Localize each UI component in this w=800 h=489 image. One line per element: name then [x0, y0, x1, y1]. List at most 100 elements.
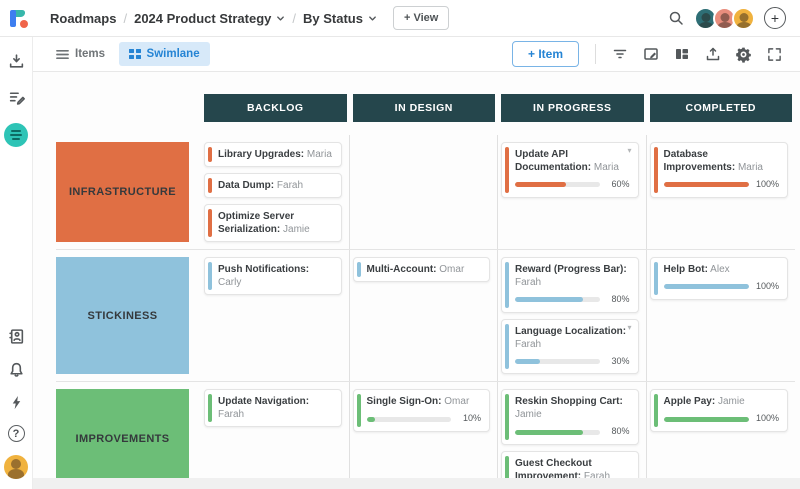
card-owner: Farah	[581, 471, 611, 478]
chevron-down-icon	[277, 15, 285, 21]
item-card[interactable]: Update Navigation: Farah	[204, 389, 342, 428]
search-icon[interactable]	[663, 5, 689, 31]
top-header: Roadmaps / 2024 Product Strategy / By St…	[0, 0, 800, 37]
progress-row: 10%	[366, 413, 481, 425]
breadcrumb-roadmaps[interactable]: Roadmaps	[50, 10, 117, 26]
card-owner: Carly	[218, 277, 242, 288]
swimlane-label: INFRASTRUCTURE	[56, 142, 189, 242]
item-card[interactable]: Optimize Server Serialization: Jamie	[204, 204, 342, 242]
progress-percent: 100%	[755, 281, 779, 291]
swimlane-view-icon[interactable]	[4, 123, 28, 147]
item-card[interactable]: Reskin Shopping Cart: Jamie 80%	[501, 389, 639, 446]
progress-row: 80%	[515, 294, 630, 306]
progress-percent: 30%	[611, 355, 630, 366]
breadcrumb-separator: /	[292, 10, 296, 26]
swimlane-board: BACKLOG IN DESIGN IN PROGRESS COMPLETED INFR…	[56, 94, 795, 478]
board-cell: Update Navigation: Farah	[201, 382, 350, 478]
swimlane-board-area: BACKLOG IN DESIGN IN PROGRESS COMPLETED INFR…	[33, 72, 800, 478]
card-title: Reskin Shopping Cart: Jamie	[515, 396, 623, 421]
column-header: IN DESIGN	[352, 94, 495, 122]
app-logo[interactable]	[0, 9, 36, 28]
contacts-icon[interactable]	[6, 326, 26, 346]
card-title: Update Navigation: Farah	[218, 396, 310, 421]
board-cell: Help Bot: Alex 100%	[647, 250, 796, 381]
breadcrumb-roadmap-name[interactable]: 2024 Product Strategy	[134, 11, 285, 26]
item-card[interactable]: ▾ Language Localization: Farah 30%	[501, 318, 639, 375]
publish-icon[interactable]	[6, 51, 26, 71]
progress-track	[663, 284, 749, 290]
progress-fill	[366, 416, 375, 422]
tab-items[interactable]: Items	[46, 42, 115, 67]
card-owner: Alex	[707, 264, 730, 275]
progress-track	[515, 182, 600, 188]
add-item-button[interactable]: + Item	[511, 41, 579, 67]
user-avatar[interactable]	[4, 455, 28, 479]
invite-user-button[interactable]: +	[764, 7, 786, 29]
breadcrumb: Roadmaps / 2024 Product Strategy / By St…	[50, 11, 377, 26]
swimlane-row: IMPROVEMENTS Update Navigation: Farah Sing…	[56, 382, 795, 478]
item-card[interactable]: Single Sign-On: Omar 10%	[352, 389, 490, 433]
layout-icon[interactable]	[666, 40, 697, 68]
column-header-row: BACKLOG IN DESIGN IN PROGRESS COMPLETED	[56, 94, 795, 122]
card-edit-icon[interactable]	[635, 40, 666, 68]
card-owner: Farah	[515, 338, 542, 350]
progress-row: 100%	[663, 281, 779, 293]
progress-row: 100%	[663, 413, 779, 425]
settings-icon[interactable]	[728, 40, 759, 68]
help-icon[interactable]: ?	[7, 425, 25, 442]
filter-icon[interactable]	[604, 40, 635, 68]
avatar[interactable]	[732, 6, 755, 30]
progress-track	[366, 416, 451, 422]
item-card[interactable]: Help Bot: Alex 100%	[649, 257, 788, 300]
progress-row: 100%	[663, 179, 779, 191]
card-title: Update API Documentation: Maria	[515, 149, 619, 173]
fullscreen-icon[interactable]	[759, 40, 790, 68]
board-cell: Push Notifications: Carly	[201, 250, 350, 382]
swimlane-row: STICKINESS Push Notifications: Carly Multi…	[56, 250, 796, 383]
card-owner: Maria	[304, 149, 332, 160]
item-card[interactable]: Multi-Account: Omar	[352, 257, 490, 282]
card-menu-caret[interactable]: ▾	[627, 322, 632, 332]
card-title: Reward (Progress Bar): Farah	[515, 264, 627, 288]
card-owner: Jamie	[715, 396, 745, 408]
progress-percent: 60%	[611, 179, 630, 189]
progress-percent: 100%	[755, 413, 779, 424]
notifications-icon[interactable]	[6, 359, 26, 379]
swimlane-grid-icon	[129, 49, 141, 59]
progress-track	[663, 182, 749, 188]
item-card[interactable]: ▾ Update API Documentation: Maria 60%	[501, 142, 639, 198]
item-card[interactable]: Library Upgrades: Maria	[204, 142, 342, 167]
items-edit-icon[interactable]	[6, 87, 26, 107]
card-owner: Farah	[515, 277, 542, 288]
card-title: Optimize Server Serialization: Jamie	[218, 211, 310, 235]
activity-icon[interactable]	[6, 392, 26, 412]
progress-track	[663, 416, 749, 422]
card-title: Apple Pay: Jamie	[663, 396, 745, 408]
item-card[interactable]: Reward (Progress Bar): Farah 80%	[501, 257, 639, 313]
item-card[interactable]: Push Notifications: Carly	[204, 257, 342, 295]
progress-track	[515, 429, 600, 435]
item-card[interactable]: Data Dump: Farah	[204, 173, 342, 198]
item-card[interactable]: Apple Pay: Jamie 100%	[649, 389, 788, 433]
card-title: Push Notifications: Carly	[218, 264, 310, 288]
breadcrumb-view-name[interactable]: By Status	[303, 11, 377, 26]
item-card[interactable]: Database Improvements: Maria 100%	[649, 142, 788, 198]
board-cell: Reskin Shopping Cart: Jamie 80% Guest Chec…	[498, 382, 647, 478]
progress-fill	[663, 284, 749, 290]
board-cell: ▾ Update API Documentation: Maria 60%	[498, 135, 647, 249]
progress-fill	[515, 429, 583, 435]
board-cell: Single Sign-On: Omar 10%	[350, 382, 498, 478]
add-view-button[interactable]: + View	[392, 6, 450, 30]
header-right-cluster: +	[663, 5, 786, 31]
swimlane-label: STICKINESS	[56, 257, 189, 375]
card-title: Library Upgrades: Maria	[218, 149, 332, 160]
card-title: Database Improvements: Maria	[663, 149, 763, 173]
tab-swimlane[interactable]: Swimlane	[119, 42, 210, 66]
item-card[interactable]: Guest Checkout Improvement: Farah	[501, 451, 639, 478]
progress-percent: 100%	[755, 179, 779, 189]
export-icon[interactable]	[697, 40, 728, 68]
card-menu-caret[interactable]: ▾	[627, 146, 632, 155]
left-sidebar: ?	[0, 37, 33, 489]
bottom-scroll-strip[interactable]	[33, 478, 800, 489]
